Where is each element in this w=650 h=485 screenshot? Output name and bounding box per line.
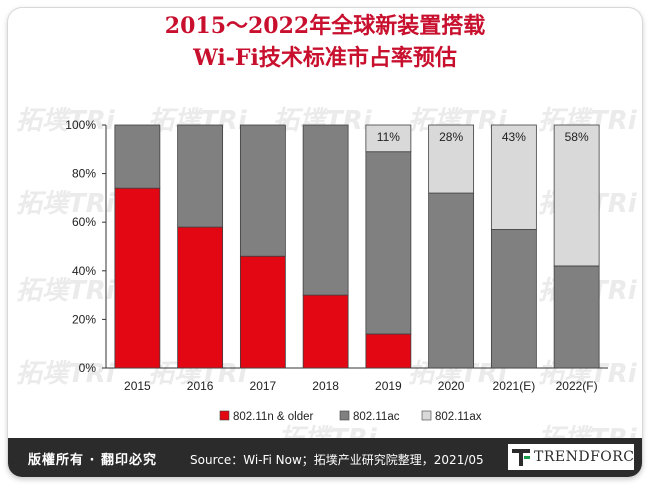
bar-segment (177, 226, 224, 369)
watermark-text: 拓墣TRi (16, 359, 115, 389)
bar-segment (553, 124, 600, 267)
stacked-bar-chart: 0% 20% 40% 60% 80% 100% 2015 2016 2017 2018 2019 20… (65, 118, 608, 423)
y-tick-label: 0% (79, 361, 97, 375)
x-tick-label: 2017 (250, 379, 277, 393)
x-tick-label: 2022(F) (556, 379, 598, 393)
trendforce-logo-icon (512, 449, 530, 466)
legend-swatch (339, 410, 350, 421)
y-tick-label: 60% (72, 215, 96, 229)
legend-label: 802.11ax (435, 411, 482, 423)
legend-swatch (219, 410, 230, 421)
source-note: Source：Wi-Fi Now；拓墣产业研究院整理，2021/05 (190, 453, 484, 467)
legend-swatch (421, 410, 432, 421)
data-label: 11% (377, 130, 400, 144)
data-label: 28% (439, 130, 463, 144)
footer-bar: 版權所有 · 翻印必究 Source：Wi-Fi Now；拓墣产业研究院整理，2… (8, 438, 642, 477)
legend-label: 802.11n & older (233, 411, 314, 423)
legend-label: 802.11ac (353, 411, 400, 423)
bar-segment (553, 265, 600, 369)
data-label: 58% (565, 130, 589, 144)
bar-segment (114, 187, 161, 369)
x-tick-label: 2015 (124, 379, 151, 393)
watermark-text: 拓墣TRi (16, 106, 115, 136)
watermark-text: 拓墣TRi (16, 189, 115, 219)
y-tick-label: 100% (65, 118, 96, 132)
x-tick-label: 2020 (438, 379, 465, 393)
chart-card: 2015～2022年全球新装置搭载 Wi-Fi技术标准市占率预估 拓墣TRi 拓墣… (8, 8, 642, 477)
bar-segment (239, 124, 286, 257)
trendforce-logo: TRENDFORCE (508, 444, 642, 470)
x-tick-label: 2021(E) (493, 379, 536, 393)
x-tick-label: 2016 (187, 379, 214, 393)
bar-segment (428, 124, 475, 194)
chart-title-line1: 2015～2022年全球新装置搭载 (164, 13, 486, 39)
watermark-text: 拓墣TRi (16, 276, 115, 306)
y-tick-label: 40% (72, 264, 96, 278)
bar-segment (239, 255, 286, 369)
bar-segment (428, 192, 475, 369)
bar-segment (114, 124, 161, 189)
brand-name: TRENDFORCE (534, 449, 642, 465)
copyright-notice: 版權所有 · 翻印必究 (28, 453, 157, 468)
bar-segment (490, 229, 537, 369)
bar-segment (302, 124, 349, 296)
bar-segment (177, 124, 224, 228)
data-label: 43% (502, 130, 526, 144)
x-tick-label: 2018 (312, 379, 339, 393)
bar-segment (365, 124, 412, 153)
y-tick-label: 80% (72, 167, 96, 181)
bar-segment (365, 333, 412, 369)
y-tick-label: 20% (72, 312, 96, 326)
bar-segment (365, 151, 412, 335)
x-tick-label: 2019 (375, 379, 402, 393)
bar-segment (490, 124, 537, 230)
chart-title-line2: Wi-Fi技术标准市占率预估 (193, 45, 457, 71)
bar-segment (302, 294, 349, 369)
